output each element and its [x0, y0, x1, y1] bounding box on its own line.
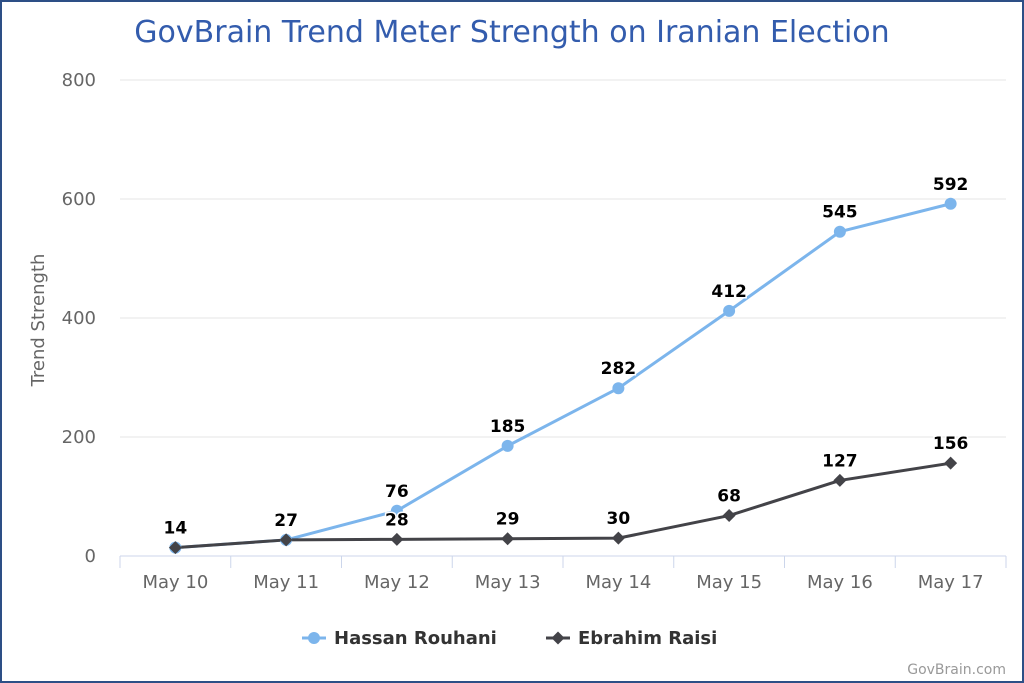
- series-line-1: [175, 461, 951, 550]
- series-0-point: [944, 197, 957, 210]
- data-label: 156: [933, 434, 969, 454]
- series-1-point: [279, 533, 293, 547]
- x-tick-label: May 15: [696, 572, 762, 593]
- series-0-point: [723, 304, 736, 317]
- y-tick-label: 0: [85, 546, 96, 567]
- y-tick-label: 600: [62, 189, 96, 210]
- y-tick-label: 200: [62, 427, 96, 448]
- series-1-point: [722, 509, 736, 523]
- series-1-point: [168, 541, 182, 555]
- series-0-point: [501, 439, 514, 452]
- data-label: 592: [933, 175, 969, 195]
- data-label: 28: [385, 510, 409, 530]
- series-0-point: [390, 504, 403, 517]
- y-tick-label: 400: [62, 308, 96, 329]
- series-1-point: [611, 531, 625, 545]
- legend-item-label: Ebrahim Raisi: [578, 628, 717, 649]
- data-label: 29: [496, 510, 520, 530]
- y-tick-label: 800: [62, 70, 96, 91]
- data-label: 185: [490, 417, 526, 437]
- x-tick-label: May 10: [142, 572, 208, 593]
- x-tick-label: May 14: [585, 572, 651, 593]
- legend-marker: [551, 631, 565, 645]
- data-label: 127: [822, 451, 858, 471]
- y-axis-title: Trend Strength: [28, 254, 49, 388]
- data-label: 76: [385, 482, 409, 502]
- x-tick-label: May 13: [475, 572, 541, 593]
- series-1-point: [944, 456, 958, 470]
- data-label: 545: [822, 203, 858, 223]
- x-tick-label: May 12: [364, 572, 430, 593]
- data-label: 30: [607, 509, 631, 529]
- series-0-point: [833, 225, 846, 238]
- data-label: 282: [601, 359, 637, 379]
- series-1-point: [501, 532, 515, 546]
- series-1-point: [833, 473, 847, 487]
- chart-title: GovBrain Trend Meter Strength on Iranian…: [134, 15, 889, 50]
- series-1-point: [390, 532, 404, 546]
- data-label: 412: [711, 282, 747, 302]
- x-tick-label: May 17: [918, 572, 984, 593]
- data-label: 14: [164, 519, 188, 539]
- legend-item-label: Hassan Rouhani: [334, 628, 497, 649]
- legend-marker: [308, 632, 320, 644]
- credit-text: GovBrain.com: [907, 662, 1006, 678]
- series-line-0: [175, 202, 951, 550]
- series-0-point: [612, 382, 625, 395]
- x-tick-label: May 16: [807, 572, 873, 593]
- data-label: 27: [274, 511, 298, 531]
- x-tick-label: May 11: [253, 572, 319, 593]
- data-label: 68: [717, 487, 741, 507]
